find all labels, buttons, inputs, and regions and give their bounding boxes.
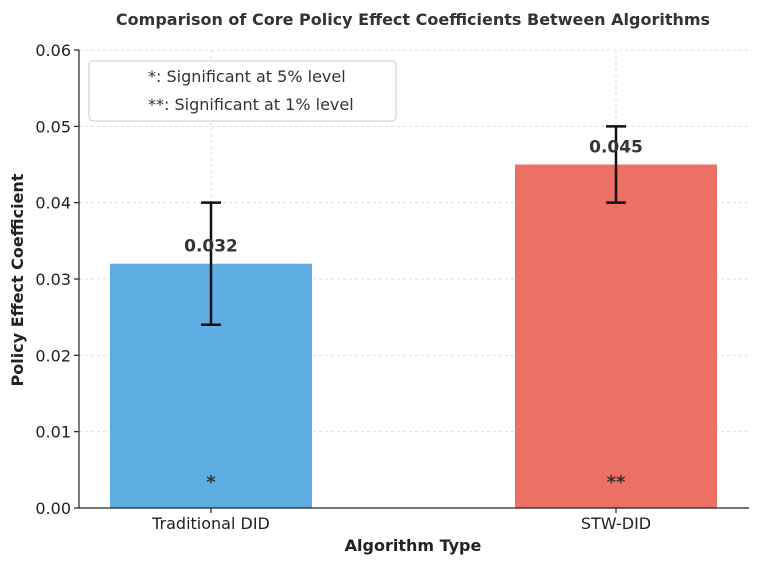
labels: 0.032 * 0.045 ** (184, 138, 643, 494)
y-tick-label: 0.01 (35, 423, 71, 442)
axes: 0.00 0.01 0.02 0.03 0.04 0.05 0.06 Traditional … (35, 41, 749, 533)
x-tick-label: Traditional DID (151, 514, 270, 533)
y-tick-label: 0.02 (35, 346, 71, 365)
y-tick-label: 0.03 (35, 270, 71, 289)
data-label: 0.032 (184, 237, 238, 257)
significance-label: * (206, 472, 216, 493)
data-label: 0.045 (589, 138, 643, 158)
y-tick-label: 0.00 (35, 499, 71, 518)
legend-entry: **: Significant at 1% level (148, 95, 354, 114)
y-tick-label: 0.04 (35, 194, 71, 213)
legend-entry: *: Significant at 5% level (148, 67, 346, 86)
bars (110, 125, 717, 508)
significance-label: ** (607, 472, 626, 493)
y-axis-label: Policy Effect Coefficient (8, 173, 27, 386)
x-axis-label: Algorithm Type (345, 536, 482, 555)
y-tick-label: 0.06 (35, 41, 71, 60)
bar (515, 164, 717, 508)
x-tick-label: STW-DID (581, 514, 651, 533)
y-tick-label: 0.05 (35, 117, 71, 136)
chart-title: Comparison of Core Policy Effect Coeffic… (116, 10, 710, 29)
legend-box (88, 60, 397, 122)
legend: *: Significant at 5% level **: Significa… (88, 60, 397, 122)
